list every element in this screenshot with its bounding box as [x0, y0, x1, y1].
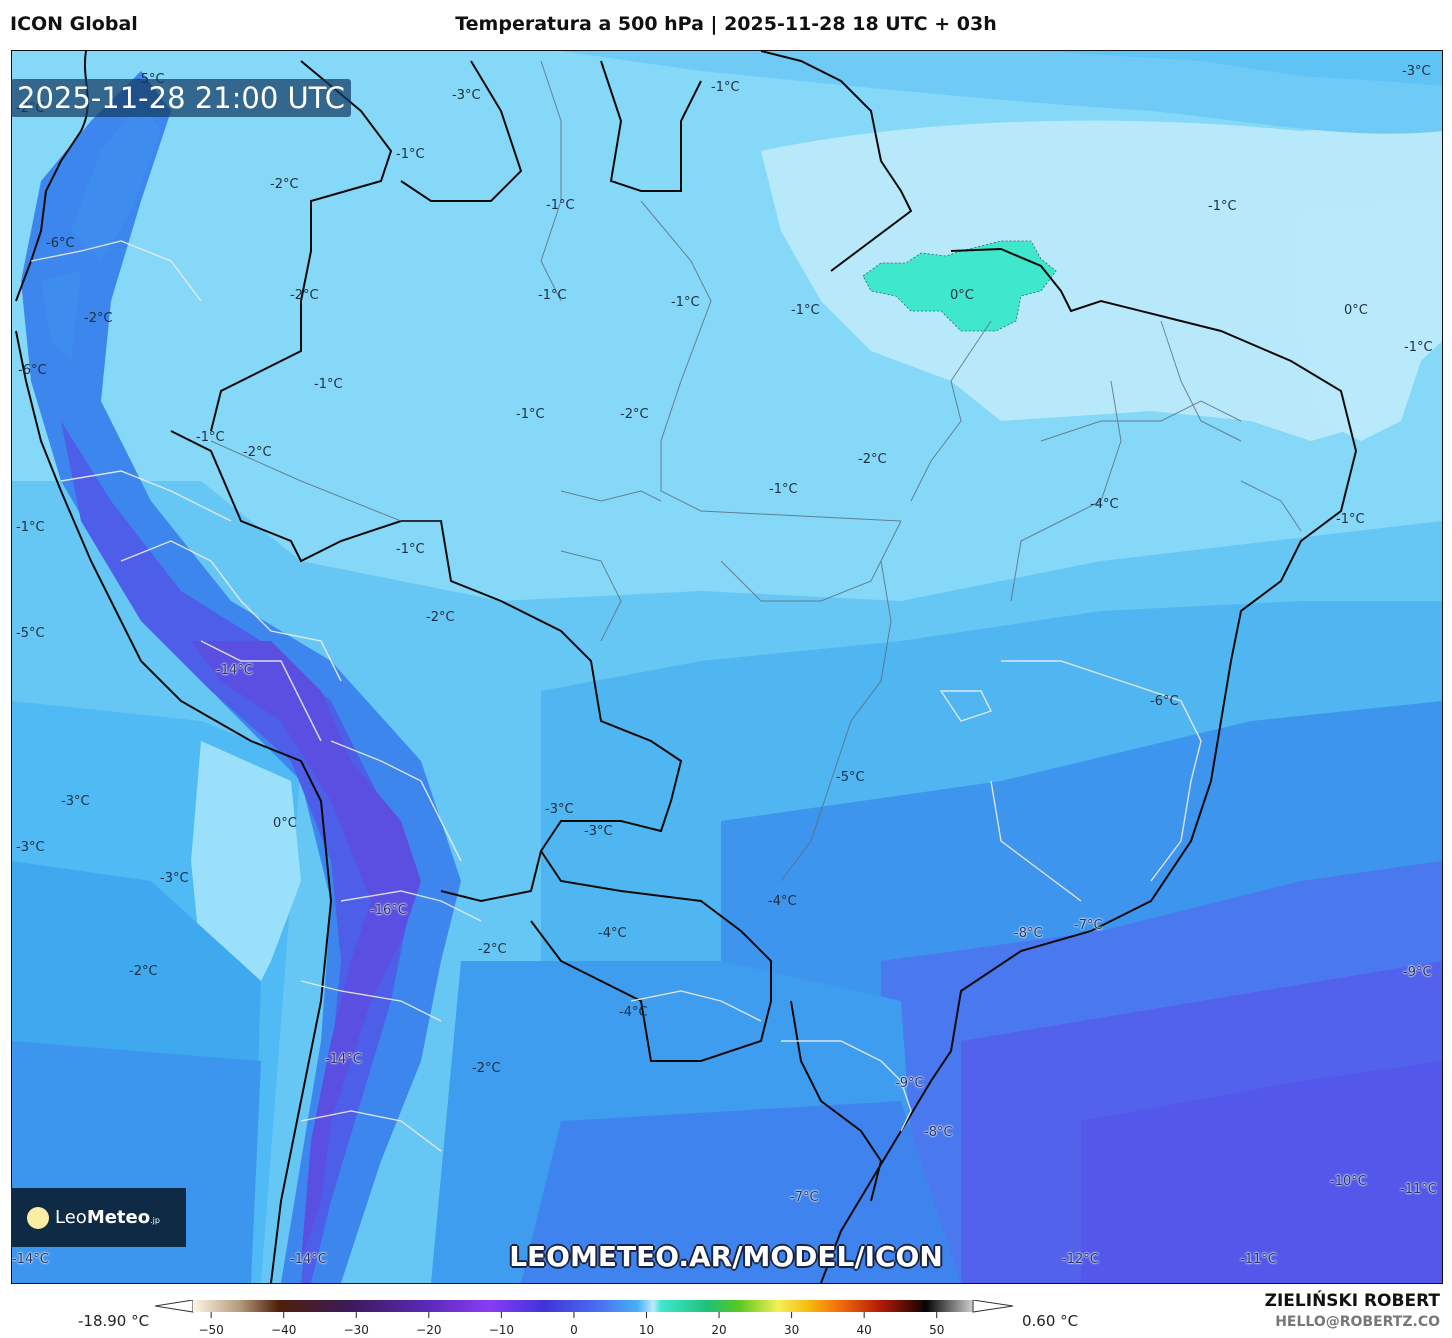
temperature-label: -4°C [619, 1005, 648, 1020]
temperature-label: -2°C [129, 964, 158, 979]
temperature-label: -8°C [924, 1125, 953, 1140]
temperature-label: -1°C [396, 542, 425, 557]
temperature-label: -7°C [790, 1190, 819, 1205]
svg-text:−40: −40 [271, 1323, 296, 1337]
svg-text:0: 0 [570, 1323, 578, 1337]
svg-text:10: 10 [639, 1323, 654, 1337]
temperature-label: -5°C [16, 626, 45, 641]
temperature-label: -1°C [769, 482, 798, 497]
temperature-label: -2°C [84, 311, 113, 326]
temperature-label: -10°C [1330, 1174, 1367, 1189]
colorbar: −50 −40 −30 −20 −10 0 10 20 30 40 50 [155, 1300, 1014, 1337]
temperature-map[interactable]: -5°C -2°C -3°C -1°C -3°C -1°C -2°C -1°C -1°C -6°C… [11, 50, 1443, 1284]
temperature-label: -1°C [314, 377, 343, 392]
temperature-label: -1°C [1336, 512, 1365, 527]
sun-icon [27, 1206, 49, 1229]
temperature-label: -1°C [396, 147, 425, 162]
temperature-label: -3°C [61, 794, 90, 809]
svg-text:20: 20 [711, 1323, 726, 1337]
svg-text:30: 30 [784, 1323, 799, 1337]
temperature-label: -3°C [16, 840, 45, 855]
temperature-label: -2°C [858, 452, 887, 467]
temperature-label: -8°C [1014, 926, 1043, 941]
temperature-label: -11°C [1400, 1182, 1437, 1197]
temperature-label: -16°C [370, 903, 407, 918]
svg-text:−20: −20 [416, 1323, 441, 1337]
temperature-label: -4°C [768, 894, 797, 909]
temperature-label: -2°C [290, 288, 319, 303]
temperature-label: 0°C [1344, 303, 1368, 318]
temperature-label: -1°C [196, 430, 225, 445]
temperature-label: -1°C [711, 80, 740, 95]
temperature-label: -6°C [1150, 694, 1179, 709]
temperature-label: -1°C [538, 288, 567, 303]
leometeo-logo[interactable]: LeoMeteo.jp [11, 1188, 186, 1247]
temperature-label: -7°C [1074, 918, 1103, 933]
temperature-label: -2°C [426, 610, 455, 625]
temperature-label: -6°C [18, 363, 47, 378]
temperature-label: -2°C [620, 407, 649, 422]
temperature-label: -3°C [584, 824, 613, 839]
field-max-label: 0.60 °C [1022, 1312, 1079, 1330]
temperature-label: -3°C [1402, 64, 1431, 79]
temperature-label: -14°C [216, 663, 253, 678]
temperature-label: -3°C [545, 802, 574, 817]
valid-time-badge: 2025-11-28 21:00 UTC [11, 79, 352, 117]
temperature-label: -6°C [46, 236, 75, 251]
temperature-label: -9°C [895, 1076, 924, 1091]
temperature-label: -2°C [472, 1061, 501, 1076]
temperature-label: -2°C [243, 445, 272, 460]
temperature-label: -12°C [1062, 1252, 1099, 1267]
temperature-label: -11°C [1240, 1252, 1277, 1267]
temperature-label: -1°C [671, 295, 700, 310]
svg-text:40: 40 [857, 1323, 872, 1337]
temperature-label: -2°C [270, 177, 299, 192]
temperature-label: -3°C [452, 88, 481, 103]
svg-text:−30: −30 [344, 1323, 369, 1337]
temperature-label: 0°C [273, 816, 297, 831]
source-url-watermark: LEOMETEO.AR/MODEL/ICON [509, 1240, 943, 1273]
temperature-label: -14°C [12, 1252, 49, 1267]
author-email[interactable]: HELLO@ROBERTZ.CO [1275, 1314, 1440, 1330]
temperature-label: -4°C [598, 926, 627, 941]
field-min-label: -18.90 °C [78, 1312, 150, 1330]
svg-text:50: 50 [929, 1323, 944, 1337]
author-name: ZIELIŃSKI ROBERT [1264, 1291, 1440, 1311]
svg-text:−50: −50 [198, 1323, 223, 1337]
temperature-label: -3°C [160, 871, 189, 886]
temperature-label: -1°C [16, 520, 45, 535]
model-name: ICON Global [10, 13, 138, 35]
temperature-label: -14°C [290, 1252, 327, 1267]
temperature-label: -1°C [1404, 340, 1433, 355]
temperature-label: -4°C [1090, 497, 1119, 512]
map-field [12, 51, 1442, 1283]
temperature-label: -1°C [516, 407, 545, 422]
temperature-label: -1°C [546, 198, 575, 213]
svg-text:−10: −10 [489, 1323, 514, 1337]
temperature-label: -5°C [836, 770, 865, 785]
chart-title: Temperatura a 500 hPa | 2025-11-28 18 UT… [455, 13, 997, 35]
logo-text: LeoMeteo.jp [55, 1207, 160, 1228]
temperature-label: -2°C [478, 942, 507, 957]
temperature-label: -14°C [325, 1052, 362, 1067]
temperature-label: -1°C [791, 303, 820, 318]
temperature-label: 0°C [950, 288, 974, 303]
temperature-label: -9°C [1403, 965, 1432, 980]
temperature-label: -1°C [1208, 199, 1237, 214]
